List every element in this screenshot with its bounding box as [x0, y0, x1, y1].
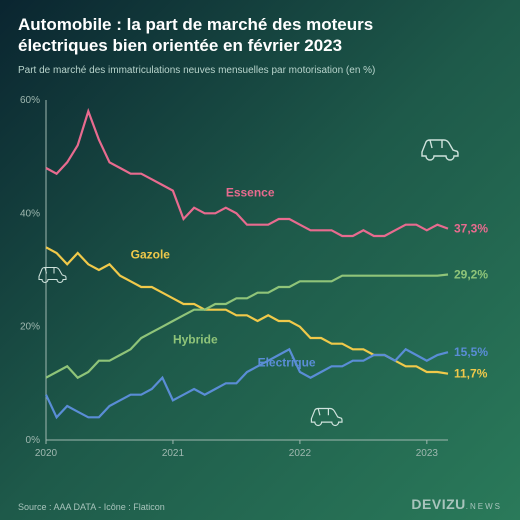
series-gazole	[46, 247, 448, 373]
y-tick-label: 60%	[20, 95, 40, 106]
x-tick-label: 2022	[289, 448, 312, 459]
series-label-hybride: Hybride	[173, 333, 218, 347]
series-electrique	[46, 349, 448, 417]
brand-logo: DEVIZU.NEWS	[411, 496, 502, 512]
line-chart: 0% 20% 40% 60% 2020 2021 2022 2023 Essence 37,3% G…	[18, 90, 502, 470]
title-line-2: électriques bien orientée en février 202…	[18, 36, 342, 55]
chart-subtitle: Part de marché des immatriculations neuv…	[18, 65, 502, 76]
title-line-1: Automobile : la part de marché des moteu…	[18, 15, 373, 34]
end-value-essence: 37,3%	[454, 222, 488, 236]
x-tick-label: 2021	[162, 448, 185, 459]
chart-footer: Source : AAA DATA - Icône : Flaticon DEV…	[18, 496, 502, 512]
y-tick-label: 20%	[20, 322, 40, 333]
series-label-gazole: Gazole	[131, 248, 171, 262]
x-tick-label: 2020	[35, 448, 58, 459]
end-value-electrique: 15,5%	[454, 345, 488, 359]
car-icon	[422, 140, 458, 160]
end-value-hybride: 29,2%	[454, 268, 488, 282]
car-icon	[39, 268, 66, 283]
x-tick-label: 2023	[416, 448, 439, 459]
y-tick-label: 40%	[20, 208, 40, 219]
chart-title: Automobile : la part de marché des moteu…	[18, 14, 502, 57]
series-hybride	[46, 275, 448, 378]
source-text: Source : AAA DATA - Icône : Flaticon	[18, 502, 165, 512]
brand-sub: .NEWS	[466, 502, 502, 511]
series-label-electrique: Electrique	[258, 355, 316, 369]
series-label-essence: Essence	[226, 185, 275, 199]
chart-header: Automobile : la part de marché des moteu…	[0, 0, 520, 82]
brand-name: DEVIZU	[411, 496, 465, 512]
end-value-gazole: 11,7%	[454, 367, 488, 381]
car-icon	[311, 409, 342, 426]
chart-area: 0% 20% 40% 60% 2020 2021 2022 2023 Essence 37,3% G…	[18, 90, 502, 470]
y-tick-label: 0%	[26, 435, 41, 446]
series-essence	[46, 111, 448, 236]
